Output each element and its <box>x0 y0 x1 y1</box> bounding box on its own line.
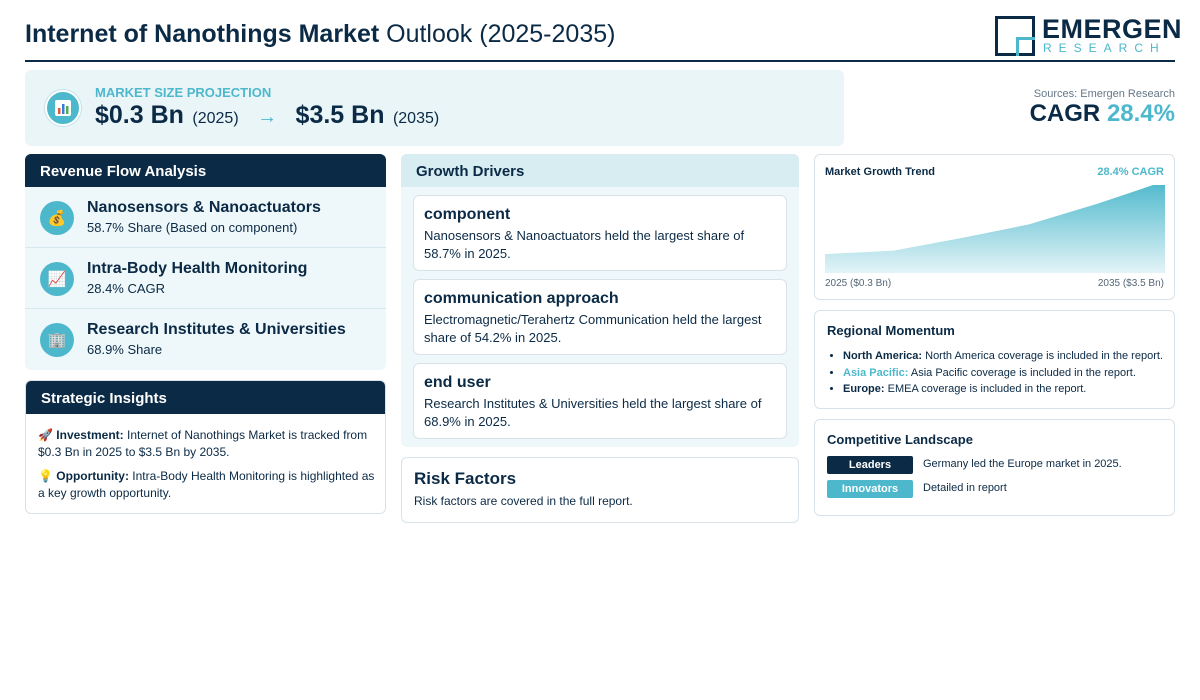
chart-x-end-label: 2035 ($3.5 Bn) <box>1097 278 1164 289</box>
insight-label: Investment: <box>56 428 124 442</box>
strategic-insights-card: Strategic Insights 🚀 Investment: Interne… <box>25 380 386 514</box>
cagr-summary: CAGR 28.4% <box>1030 100 1175 128</box>
market-growth-trend-card: Market Growth Trend 28.4% CAGR 2025 ($0.… <box>814 154 1175 300</box>
revenue-item: 📈 Intra-Body Health Monitoring 28.4% CAG… <box>25 248 386 309</box>
page-title: Internet of Nanothings Market Outlook (2… <box>25 20 615 49</box>
revenue-item-title: Research Institutes & Universities <box>87 321 346 338</box>
competitive-row: Innovators Detailed in report <box>827 480 1167 498</box>
logo-mark-icon <box>995 16 1035 56</box>
list-item: Europe: EMEA coverage is included in the… <box>843 381 1168 398</box>
list-item: Asia Pacific: Asia Pacific coverage is i… <box>843 365 1168 382</box>
driver-title: end user <box>424 374 491 391</box>
leaders-badge: Leaders <box>827 456 913 474</box>
emergen-logo[interactable]: EMERGEN RESEARCH <box>995 14 1182 56</box>
risk-factors-card: Risk Factors Risk factors are covered in… <box>401 457 799 523</box>
region-name: Asia Pacific: <box>843 366 909 379</box>
innovators-badge: Innovators <box>827 480 913 498</box>
strategic-insights-title: Strategic Insights <box>26 381 385 414</box>
trend-up-chart-icon: 📈 <box>40 262 74 296</box>
page-title-bold: Internet of Nanothings Market <box>25 20 380 48</box>
competitive-landscape-card: Competitive Landscape Leaders Germany le… <box>814 419 1175 516</box>
region-text: EMEA coverage is included in the report. <box>887 383 1087 395</box>
logo-sub-text: RESEARCH <box>1043 41 1166 55</box>
projection-start-value: $0.3 Bn <box>95 101 184 129</box>
projection-start-year: (2025) <box>192 110 239 127</box>
driver-text: Research Institutes & Universities held … <box>424 396 762 429</box>
revenue-item-subtitle: 58.7% Share (Based on component) <box>87 220 298 235</box>
projection-values: $0.3 Bn (2025) → $3.5 Bn (2035) <box>95 101 439 130</box>
market-size-projection: MARKET SIZE PROJECTION $0.3 Bn (2025) → … <box>25 70 844 146</box>
growth-drivers-card: Growth Drivers component Nanosensors & N… <box>401 154 799 447</box>
revenue-flow-title: Revenue Flow Analysis <box>25 154 386 187</box>
growth-drivers-title: Growth Drivers <box>401 154 799 187</box>
competitive-landscape-title: Competitive Landscape <box>827 432 973 447</box>
page-header: Internet of Nanothings Market Outlook (2… <box>25 12 1182 62</box>
region-name: North America: <box>843 350 923 362</box>
chart-x-start-label: 2025 ($0.3 Bn) <box>825 278 892 289</box>
cagr-label: CAGR <box>1029 100 1101 127</box>
driver-title: component <box>424 206 511 223</box>
growth-area-series <box>825 185 1165 273</box>
driver-text: Electromagnetic/Terahertz Communication … <box>424 312 762 345</box>
region-text: North America coverage is included in th… <box>925 350 1163 362</box>
risk-factors-title: Risk Factors <box>414 469 517 488</box>
logo-main-text: EMERGEN <box>1042 14 1183 44</box>
region-list: North America: North America coverage is… <box>843 348 1168 398</box>
growth-area-chart <box>825 185 1165 273</box>
light-bulb-icon: 💡 <box>38 469 53 483</box>
list-item: North America: North America coverage is… <box>843 348 1168 365</box>
page-title-rest: Outlook (2025-2035) <box>386 20 616 48</box>
rocket-icon: 🚀 <box>38 428 53 442</box>
insight-opportunity: 💡 Opportunity: Intra-Body Health Monitor… <box>38 468 378 502</box>
money-bag-icon: 💰 <box>40 201 74 235</box>
chart-title: Market Growth Trend <box>825 166 936 178</box>
regional-momentum-title: Regional Momentum <box>827 323 955 338</box>
competitive-text: Germany led the Europe market in 2025. <box>923 458 1122 470</box>
risk-factors-text: Risk factors are covered in the full rep… <box>414 494 633 508</box>
revenue-item-subtitle: 68.9% Share <box>87 342 163 357</box>
driver-title: communication approach <box>424 290 619 307</box>
revenue-item-subtitle: 28.4% CAGR <box>87 281 166 296</box>
revenue-item-title: Nanosensors & Nanoactuators <box>87 199 321 216</box>
regional-momentum-card: Regional Momentum North America: North A… <box>814 310 1175 409</box>
competitive-row: Leaders Germany led the Europe market in… <box>827 456 1167 474</box>
driver-item: component Nanosensors & Nanoactuators he… <box>413 195 787 271</box>
office-building-icon: 🏢 <box>40 323 74 357</box>
arrow-right-icon: → <box>257 106 278 128</box>
revenue-flow-card: Revenue Flow Analysis 💰 Nanosensors & Na… <box>25 154 386 370</box>
revenue-item: 💰 Nanosensors & Nanoactuators 58.7% Shar… <box>25 187 386 248</box>
insight-investment: 🚀 Investment: Internet of Nanothings Mar… <box>38 427 378 461</box>
cagr-value: 28.4% <box>1106 100 1175 127</box>
projection-end-value: $3.5 Bn <box>295 101 385 129</box>
driver-text: Nanosensors & Nanoactuators held the lar… <box>424 228 745 261</box>
revenue-item-title: Intra-Body Health Monitoring <box>87 260 308 277</box>
sources-note: Sources: Emergen Research <box>1033 88 1175 100</box>
driver-item: communication approach Electromagnetic/T… <box>413 279 787 355</box>
driver-item: end user Research Institutes & Universit… <box>413 363 787 439</box>
projection-end-year: (2035) <box>392 110 440 127</box>
insight-text: Internet of Nanothings Market is tracked… <box>38 428 368 459</box>
projection-label: MARKET SIZE PROJECTION <box>95 85 272 100</box>
competitive-text: Detailed in report <box>923 482 1007 494</box>
chart-cagr-annotation: 28.4% CAGR <box>1097 166 1164 178</box>
bar-chart-icon <box>45 90 81 126</box>
region-text: Asia Pacific coverage is included in the… <box>910 366 1136 379</box>
region-name: Europe: <box>843 383 885 395</box>
insight-label: Opportunity: <box>56 469 129 483</box>
insight-text: Intra-Body Health Monitoring is highligh… <box>38 469 375 500</box>
revenue-item: 🏢 Research Institutes & Universities 68.… <box>25 309 386 370</box>
